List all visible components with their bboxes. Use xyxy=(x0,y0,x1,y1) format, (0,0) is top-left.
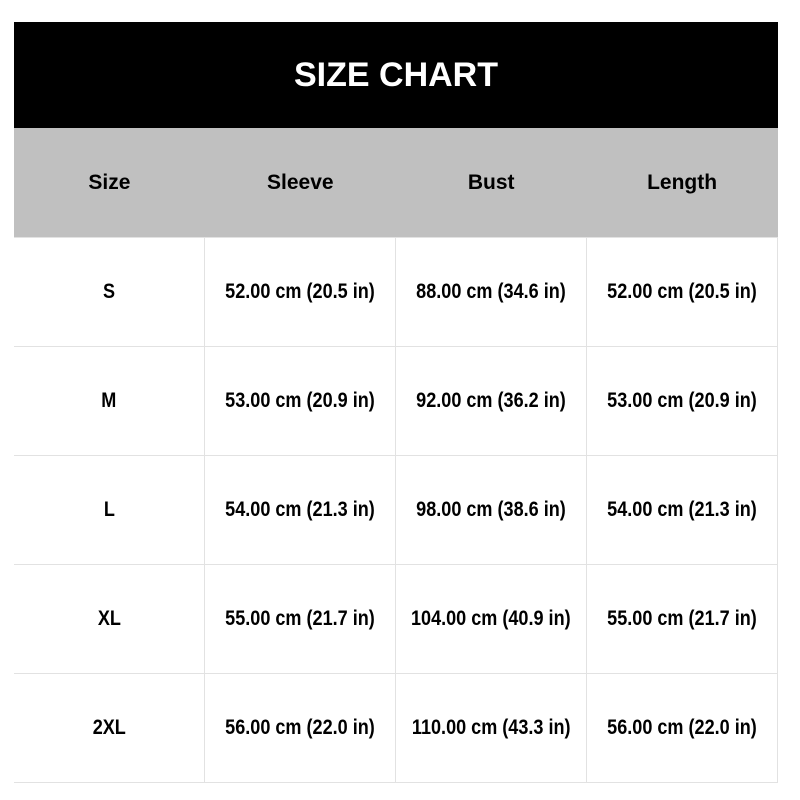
sleeve-value: 56.00 cm (22.0 in) xyxy=(225,716,376,739)
cell-bust: 98.00 cm (38.6 in) xyxy=(395,455,588,565)
size-value: L xyxy=(103,498,115,521)
length-value: 52.00 cm (20.5 in) xyxy=(607,280,757,303)
cell-bust: 110.00 cm (43.3 in) xyxy=(395,673,588,783)
cell-size: S xyxy=(14,237,206,347)
cell-size: M xyxy=(14,346,206,456)
size-chart: SIZE CHART Size Sleeve Bust Length S 52.0… xyxy=(14,22,778,783)
cell-sleeve: 56.00 cm (22.0 in) xyxy=(204,673,397,783)
length-value: 54.00 cm (21.3 in) xyxy=(607,498,757,521)
length-value: 56.00 cm (22.0 in) xyxy=(607,716,757,739)
cell-length: 55.00 cm (21.7 in) xyxy=(586,564,778,674)
table-row: M 53.00 cm (20.9 in) 92.00 cm (36.2 in) 53.… xyxy=(14,346,778,456)
sleeve-value: 53.00 cm (20.9 in) xyxy=(225,389,376,412)
sleeve-value: 52.00 cm (20.5 in) xyxy=(225,280,376,303)
header-row: Size Sleeve Bust Length xyxy=(14,128,778,238)
cell-sleeve: 54.00 cm (21.3 in) xyxy=(204,455,397,565)
bust-value: 88.00 cm (34.6 in) xyxy=(416,280,566,303)
cell-size: XL xyxy=(14,564,206,674)
cell-sleeve: 52.00 cm (20.5 in) xyxy=(204,237,397,347)
header-length: Length xyxy=(586,128,778,238)
header-bust: Bust xyxy=(395,128,587,238)
cell-bust: 92.00 cm (36.2 in) xyxy=(395,346,588,456)
header-size: Size xyxy=(14,128,205,238)
size-table: Size Sleeve Bust Length S 52.00 cm (20.5 … xyxy=(14,128,778,783)
cell-length: 53.00 cm (20.9 in) xyxy=(586,346,778,456)
cell-length: 56.00 cm (22.0 in) xyxy=(586,673,778,783)
size-value: XL xyxy=(97,607,121,630)
length-value: 53.00 cm (20.9 in) xyxy=(607,389,757,412)
size-value: 2XL xyxy=(92,716,126,739)
cell-sleeve: 53.00 cm (20.9 in) xyxy=(204,346,397,456)
cell-bust: 88.00 cm (34.6 in) xyxy=(395,237,588,347)
cell-size: L xyxy=(14,455,206,565)
sleeve-value: 54.00 cm (21.3 in) xyxy=(225,498,376,521)
bust-value: 98.00 cm (38.6 in) xyxy=(416,498,566,521)
bust-value: 110.00 cm (43.3 in) xyxy=(411,716,571,739)
cell-length: 54.00 cm (21.3 in) xyxy=(586,455,778,565)
sleeve-value: 55.00 cm (21.7 in) xyxy=(225,607,376,630)
size-value: M xyxy=(101,389,117,412)
size-value: S xyxy=(103,280,116,303)
table-row: XL 55.00 cm (21.7 in) 104.00 cm (40.9 in) 5… xyxy=(14,564,778,674)
bust-value: 92.00 cm (36.2 in) xyxy=(416,389,566,412)
chart-title: SIZE CHART xyxy=(14,22,778,128)
table-row: L 54.00 cm (21.3 in) 98.00 cm (38.6 in) 54.… xyxy=(14,455,778,565)
cell-length: 52.00 cm (20.5 in) xyxy=(586,237,778,347)
table-row: S 52.00 cm (20.5 in) 88.00 cm (34.6 in) 52.… xyxy=(14,237,778,347)
table-row: 2XL 56.00 cm (22.0 in) 110.00 cm (43.3 in)… xyxy=(14,673,778,783)
length-value: 55.00 cm (21.7 in) xyxy=(607,607,757,630)
cell-size: 2XL xyxy=(14,673,206,783)
cell-bust: 104.00 cm (40.9 in) xyxy=(395,564,588,674)
cell-sleeve: 55.00 cm (21.7 in) xyxy=(204,564,397,674)
bust-value: 104.00 cm (40.9 in) xyxy=(411,607,571,630)
header-sleeve: Sleeve xyxy=(204,128,396,238)
